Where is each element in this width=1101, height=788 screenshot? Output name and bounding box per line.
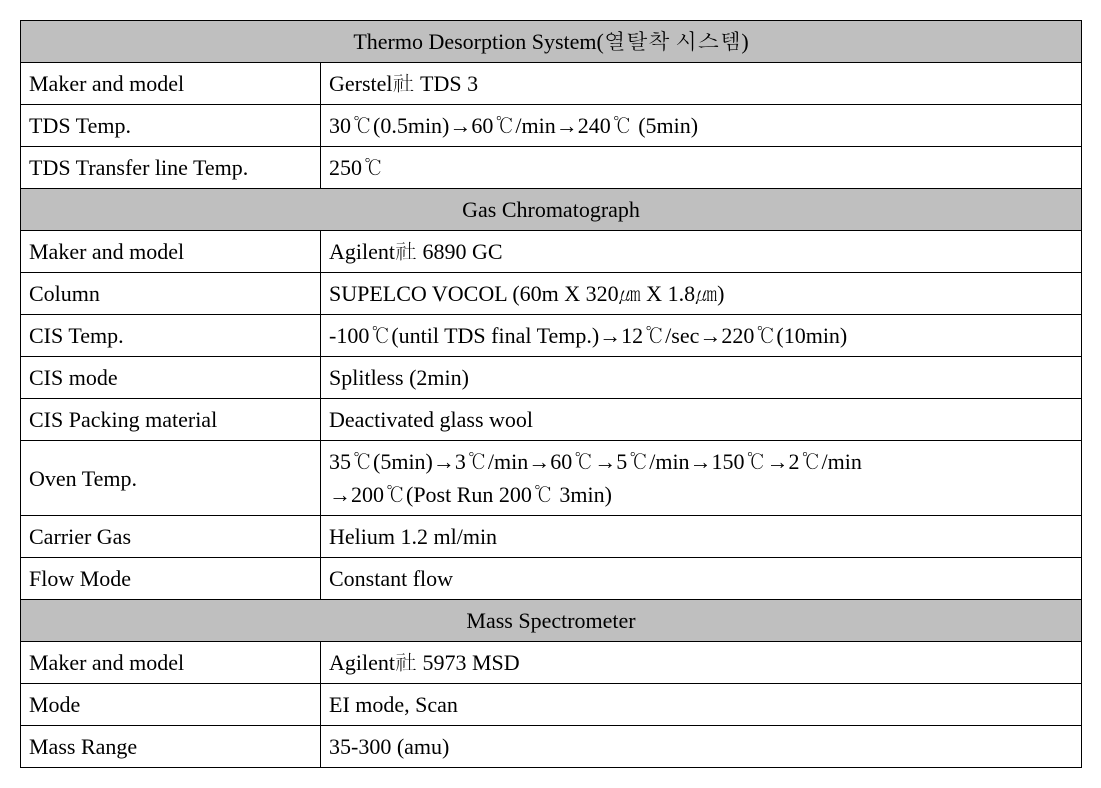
table-row: CIS mode Splitless (2min) — [21, 357, 1082, 399]
row-value: 35-300 (amu) — [321, 726, 1082, 768]
section-title: Thermo Desorption System(열탈착 시스템) — [21, 21, 1082, 63]
row-label: CIS mode — [21, 357, 321, 399]
row-value: 30℃(0.5min)→60℃/min→240℃ (5min) — [321, 105, 1082, 147]
table-row: CIS Temp. -100℃(until TDS final Temp.)→1… — [21, 315, 1082, 357]
table-row: Flow Mode Constant flow — [21, 558, 1082, 600]
section-header-row: Gas Chromatograph — [21, 189, 1082, 231]
row-label: Oven Temp. — [21, 441, 321, 516]
row-label: Column — [21, 273, 321, 315]
table-row: Maker and model Gerstel社 TDS 3 — [21, 63, 1082, 105]
row-label: TDS Transfer line Temp. — [21, 147, 321, 189]
row-value: 35℃(5min)→3℃/min→60℃→5℃/min→150℃→2℃/min→… — [321, 441, 1082, 516]
spec-table: Thermo Desorption System(열탈착 시스템) Maker … — [20, 20, 1082, 768]
row-value: Constant flow — [321, 558, 1082, 600]
row-value: 250℃ — [321, 147, 1082, 189]
table-row: TDS Transfer line Temp. 250℃ — [21, 147, 1082, 189]
row-value: -100℃(until TDS final Temp.)→12℃/sec→220… — [321, 315, 1082, 357]
row-label: Carrier Gas — [21, 516, 321, 558]
row-label: CIS Packing material — [21, 399, 321, 441]
row-value: EI mode, Scan — [321, 684, 1082, 726]
table-row: Mode EI mode, Scan — [21, 684, 1082, 726]
row-label: CIS Temp. — [21, 315, 321, 357]
row-label: Flow Mode — [21, 558, 321, 600]
row-value: Agilent社 5973 MSD — [321, 642, 1082, 684]
section-title: Gas Chromatograph — [21, 189, 1082, 231]
row-value: Gerstel社 TDS 3 — [321, 63, 1082, 105]
row-value: Deactivated glass wool — [321, 399, 1082, 441]
row-label: Maker and model — [21, 642, 321, 684]
row-label: Mode — [21, 684, 321, 726]
table-row: Maker and model Agilent社 6890 GC — [21, 231, 1082, 273]
table-row: CIS Packing material Deactivated glass w… — [21, 399, 1082, 441]
row-label: Maker and model — [21, 63, 321, 105]
table-row: TDS Temp. 30℃(0.5min)→60℃/min→240℃ (5min… — [21, 105, 1082, 147]
table-row: Oven Temp. 35℃(5min)→3℃/min→60℃→5℃/min→1… — [21, 441, 1082, 516]
row-value: Splitless (2min) — [321, 357, 1082, 399]
row-label: Maker and model — [21, 231, 321, 273]
row-value: Agilent社 6890 GC — [321, 231, 1082, 273]
row-label: TDS Temp. — [21, 105, 321, 147]
table-row: Maker and model Agilent社 5973 MSD — [21, 642, 1082, 684]
section-title: Mass Spectrometer — [21, 600, 1082, 642]
row-label: Mass Range — [21, 726, 321, 768]
table-row: Mass Range 35-300 (amu) — [21, 726, 1082, 768]
row-value: SUPELCO VOCOL (60m X 320㎛ X 1.8㎛) — [321, 273, 1082, 315]
table-row: Column SUPELCO VOCOL (60m X 320㎛ X 1.8㎛) — [21, 273, 1082, 315]
section-header-row: Thermo Desorption System(열탈착 시스템) — [21, 21, 1082, 63]
row-value: Helium 1.2 ml/min — [321, 516, 1082, 558]
section-header-row: Mass Spectrometer — [21, 600, 1082, 642]
table-row: Carrier Gas Helium 1.2 ml/min — [21, 516, 1082, 558]
spec-table-body: Thermo Desorption System(열탈착 시스템) Maker … — [21, 21, 1082, 768]
